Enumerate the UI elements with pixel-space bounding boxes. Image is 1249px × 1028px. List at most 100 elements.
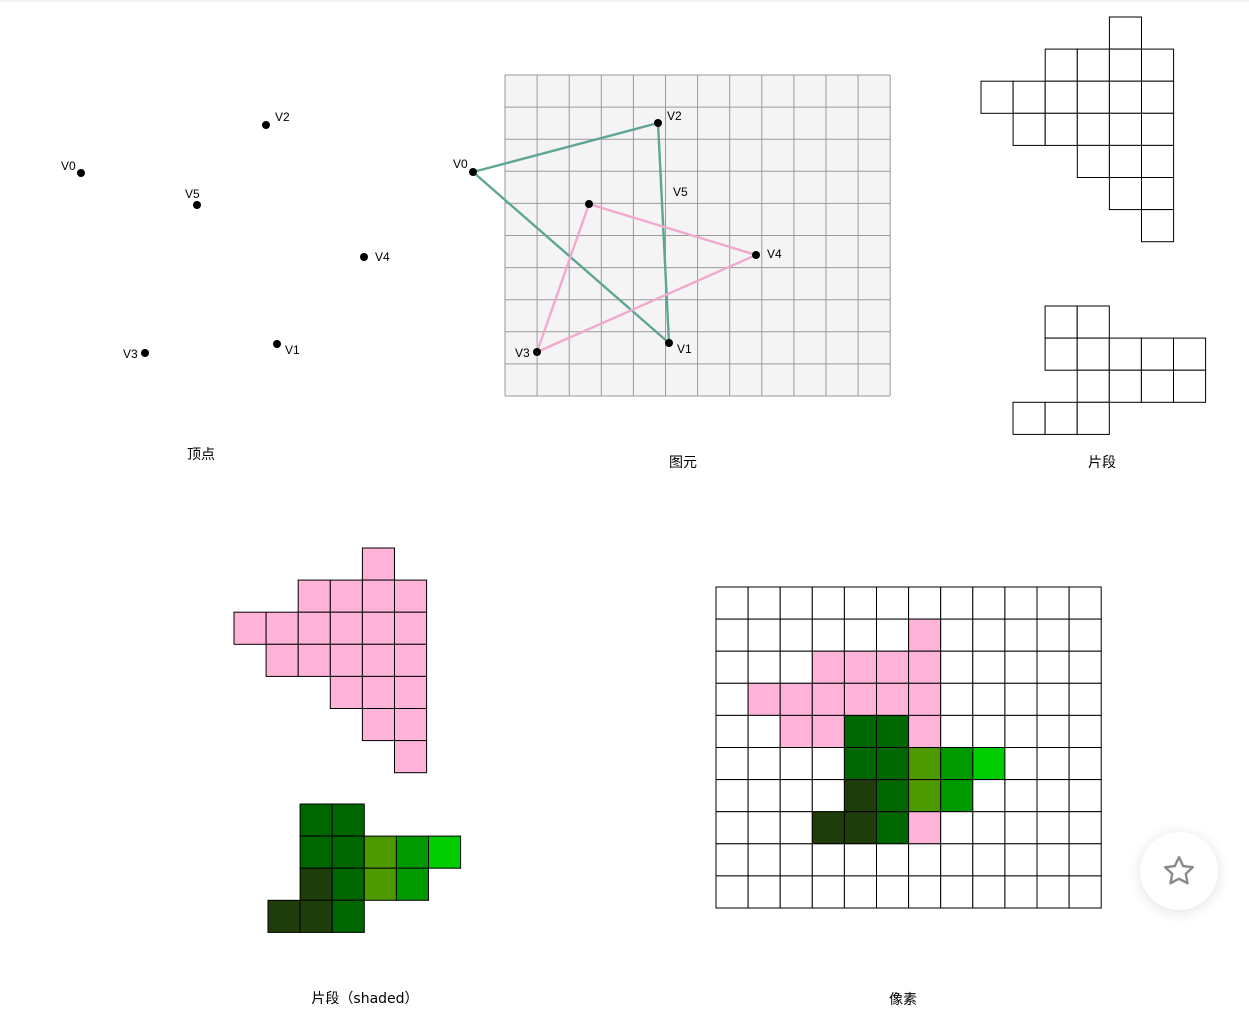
pixel-cell bbox=[747, 875, 781, 909]
pixel-cell bbox=[908, 875, 942, 909]
pixel-cell bbox=[1036, 650, 1070, 684]
pixel-cell bbox=[715, 779, 749, 813]
shaded-fragment-cell bbox=[395, 835, 429, 869]
primitive-vertex bbox=[585, 200, 593, 208]
primitive-vertex bbox=[533, 348, 541, 356]
pixel-cell bbox=[940, 714, 974, 749]
pixel-cell bbox=[715, 747, 749, 781]
vertex-label: V3 bbox=[123, 347, 138, 361]
pixel-cell bbox=[1004, 682, 1038, 716]
pixel-cell bbox=[811, 843, 845, 877]
shaded-fragment-cell bbox=[331, 835, 365, 869]
pixel-cell bbox=[1036, 779, 1070, 813]
pixel-cell bbox=[876, 875, 910, 909]
pixel-cell bbox=[811, 618, 845, 652]
pixel-cell bbox=[779, 586, 813, 620]
pixel-cell bbox=[876, 747, 910, 781]
pixel-cell bbox=[940, 747, 974, 781]
pixel-cell bbox=[1004, 747, 1038, 781]
fragment-cell bbox=[1044, 48, 1078, 82]
shaded-fragment-cell bbox=[361, 611, 395, 645]
fragment-cell bbox=[1108, 80, 1143, 114]
pixel-cell bbox=[811, 779, 845, 813]
shaded-fragment-cell bbox=[394, 708, 428, 742]
shaded-fragment-cell bbox=[299, 803, 333, 837]
pixel-cell bbox=[715, 586, 749, 620]
fragment-cell bbox=[1141, 112, 1175, 146]
pixel-cell bbox=[1036, 714, 1070, 749]
primitive-vertex-label: V2 bbox=[667, 109, 682, 123]
shaded-fragment-cell bbox=[267, 899, 301, 933]
pixel-cell bbox=[811, 650, 845, 684]
pixel-cell bbox=[747, 747, 781, 781]
pixel-cell bbox=[779, 875, 813, 909]
pixel-cell bbox=[1004, 779, 1038, 813]
shaded-fragment-cell bbox=[394, 740, 428, 774]
favorite-button[interactable] bbox=[1140, 832, 1218, 910]
pixel-cell bbox=[908, 682, 942, 716]
pixel-cell bbox=[843, 843, 878, 877]
pixel-cell bbox=[1004, 586, 1038, 620]
primitive-vertex-label: V4 bbox=[767, 247, 782, 261]
pixel-cell bbox=[1004, 714, 1038, 749]
fragment-cell bbox=[1108, 16, 1143, 50]
fragment-cell bbox=[1076, 144, 1110, 178]
fragment-cell bbox=[1076, 337, 1110, 371]
pixel-cell bbox=[1068, 714, 1102, 749]
pixel-cell bbox=[747, 779, 781, 813]
fragment-cell bbox=[1076, 305, 1110, 339]
caption-fragments: 片段 bbox=[1088, 455, 1116, 471]
shaded-fragment-cell bbox=[394, 675, 428, 710]
pixel-cell bbox=[940, 682, 974, 716]
top-divider bbox=[0, 0, 1249, 2]
primitive-vertex bbox=[654, 119, 662, 127]
pixel-cell bbox=[972, 650, 1006, 684]
shaded-fragment-cell bbox=[428, 835, 462, 869]
pixel-cell bbox=[1068, 650, 1102, 684]
pixel-cell bbox=[1068, 747, 1102, 781]
pixel-cell bbox=[811, 875, 845, 909]
fragment-cell bbox=[1140, 337, 1175, 371]
fragment-cell bbox=[1108, 48, 1143, 82]
fragment-cell bbox=[1076, 48, 1110, 82]
shaded-fragment-cell bbox=[265, 643, 299, 677]
shaded-fragment-cell bbox=[299, 867, 333, 901]
pixel-cell bbox=[1036, 747, 1070, 781]
shaded-fragment-cell bbox=[299, 835, 333, 869]
vertex-label: V2 bbox=[275, 110, 290, 124]
vertex-point bbox=[273, 340, 281, 348]
shaded-fragment-cell bbox=[297, 643, 331, 677]
pixel-cell bbox=[779, 650, 813, 684]
pixel-cell bbox=[1036, 586, 1070, 620]
shaded-fragment-cell bbox=[394, 643, 428, 677]
pixel-cell bbox=[747, 618, 781, 652]
fragment-cell bbox=[1076, 80, 1110, 114]
fragment-cell bbox=[1108, 337, 1142, 371]
shaded-fragment-cell bbox=[233, 611, 267, 645]
fragment-cell bbox=[1173, 337, 1207, 371]
pixel-cell bbox=[908, 811, 942, 845]
fragment-cell bbox=[1173, 369, 1207, 403]
pixel-cell bbox=[1068, 843, 1102, 877]
pixel-cell bbox=[1036, 875, 1070, 909]
pixel-cell bbox=[1004, 811, 1038, 845]
shaded-fragment-cell bbox=[361, 708, 395, 742]
pixel-cell bbox=[811, 714, 845, 749]
pixel-cell bbox=[779, 779, 813, 813]
fragment-cell bbox=[1108, 144, 1143, 178]
shaded-fragment-cell bbox=[363, 835, 397, 869]
primitive-vertex-label: V0 bbox=[453, 157, 468, 171]
star-icon bbox=[1164, 856, 1194, 885]
pixel-cell bbox=[843, 875, 878, 909]
pixel-cell bbox=[876, 586, 910, 620]
caption-primitives: 图元 bbox=[669, 455, 697, 471]
vertex-label: V4 bbox=[375, 250, 390, 264]
vertex-point bbox=[77, 169, 85, 177]
pixel-cell bbox=[1036, 618, 1070, 652]
fragment-cell bbox=[1012, 80, 1046, 114]
pixel-cell bbox=[972, 843, 1006, 877]
pixel-cell bbox=[747, 586, 781, 620]
pixel-cell bbox=[1068, 779, 1102, 813]
pixel-cell bbox=[1036, 843, 1070, 877]
shaded-fragment-cell bbox=[395, 867, 429, 901]
